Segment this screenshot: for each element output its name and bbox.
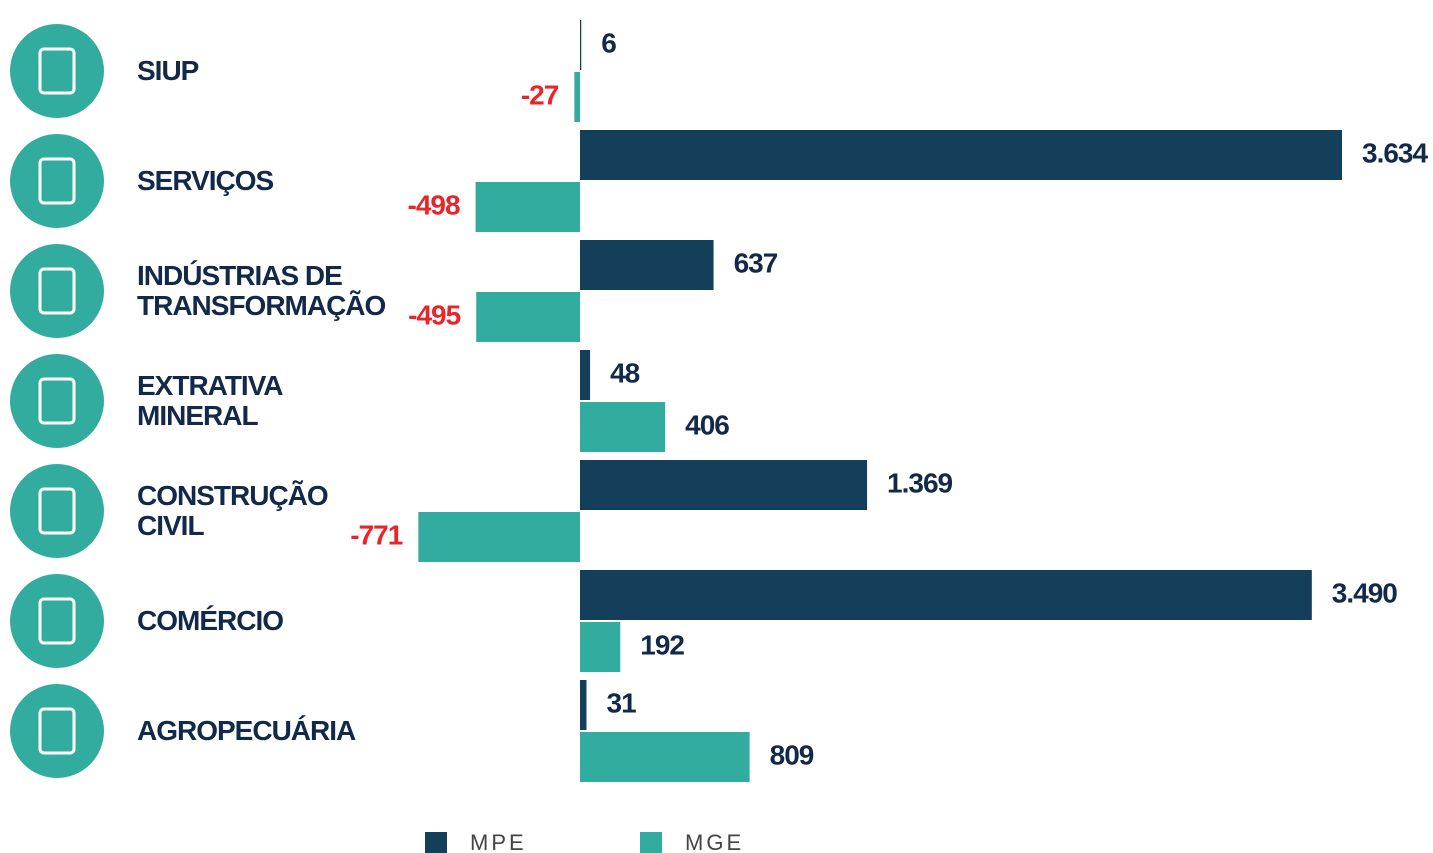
bar <box>580 20 582 70</box>
legend-label: MGE <box>685 830 744 853</box>
category-label: SERVIÇOS <box>137 165 274 196</box>
icon-glyph <box>38 597 76 645</box>
bar <box>580 350 591 400</box>
bar <box>580 130 1342 180</box>
icon-glyph <box>38 157 76 205</box>
value-label: -498 <box>408 189 460 220</box>
value-label: 6 <box>601 27 616 58</box>
category-icon <box>10 574 104 668</box>
bar <box>580 680 587 730</box>
category-label: CONSTRUÇÃO CIVIL <box>137 480 329 541</box>
category-icon <box>10 24 104 118</box>
value-label: 809 <box>770 739 814 770</box>
category-icon <box>10 684 104 778</box>
icon-glyph <box>38 267 76 315</box>
value-label: 3.634 <box>1362 137 1428 168</box>
category-label: INDÚSTRIAS DE TRANSFORMAÇÃO <box>137 260 386 321</box>
bar <box>580 402 666 452</box>
bar <box>476 292 580 342</box>
value-label: 1.369 <box>887 467 952 498</box>
icon-glyph <box>38 377 76 425</box>
bar <box>580 460 868 510</box>
category-icon <box>10 244 104 338</box>
value-label: -771 <box>350 519 402 550</box>
category-icon <box>10 354 104 448</box>
category-icon <box>10 464 104 558</box>
icon-glyph <box>38 487 76 535</box>
icon-glyph <box>38 707 76 755</box>
value-label: -495 <box>408 299 460 330</box>
value-label: 637 <box>734 247 778 278</box>
bar <box>580 570 1312 620</box>
category-label: COMÉRCIO <box>137 605 284 636</box>
category-label: AGROPECUÁRIA <box>137 715 356 746</box>
value-label: 3.490 <box>1332 577 1397 608</box>
value-label: 31 <box>607 687 637 718</box>
legend-swatch <box>425 832 447 853</box>
bar <box>580 240 714 290</box>
bar <box>574 72 580 122</box>
category-label: EXTRATIVA MINERAL <box>137 370 284 431</box>
bar <box>418 512 580 562</box>
icon-glyph <box>38 47 76 95</box>
category-icon <box>10 134 104 228</box>
category-label: SIUP <box>137 55 199 86</box>
legend-swatch <box>640 832 662 853</box>
bar <box>580 622 621 672</box>
bar <box>580 732 750 782</box>
value-label: -27 <box>521 79 559 110</box>
value-label: 192 <box>640 629 684 660</box>
value-label: 48 <box>610 357 640 388</box>
bar <box>475 182 580 232</box>
value-label: 406 <box>685 409 729 440</box>
legend-label: MPE <box>470 830 527 853</box>
